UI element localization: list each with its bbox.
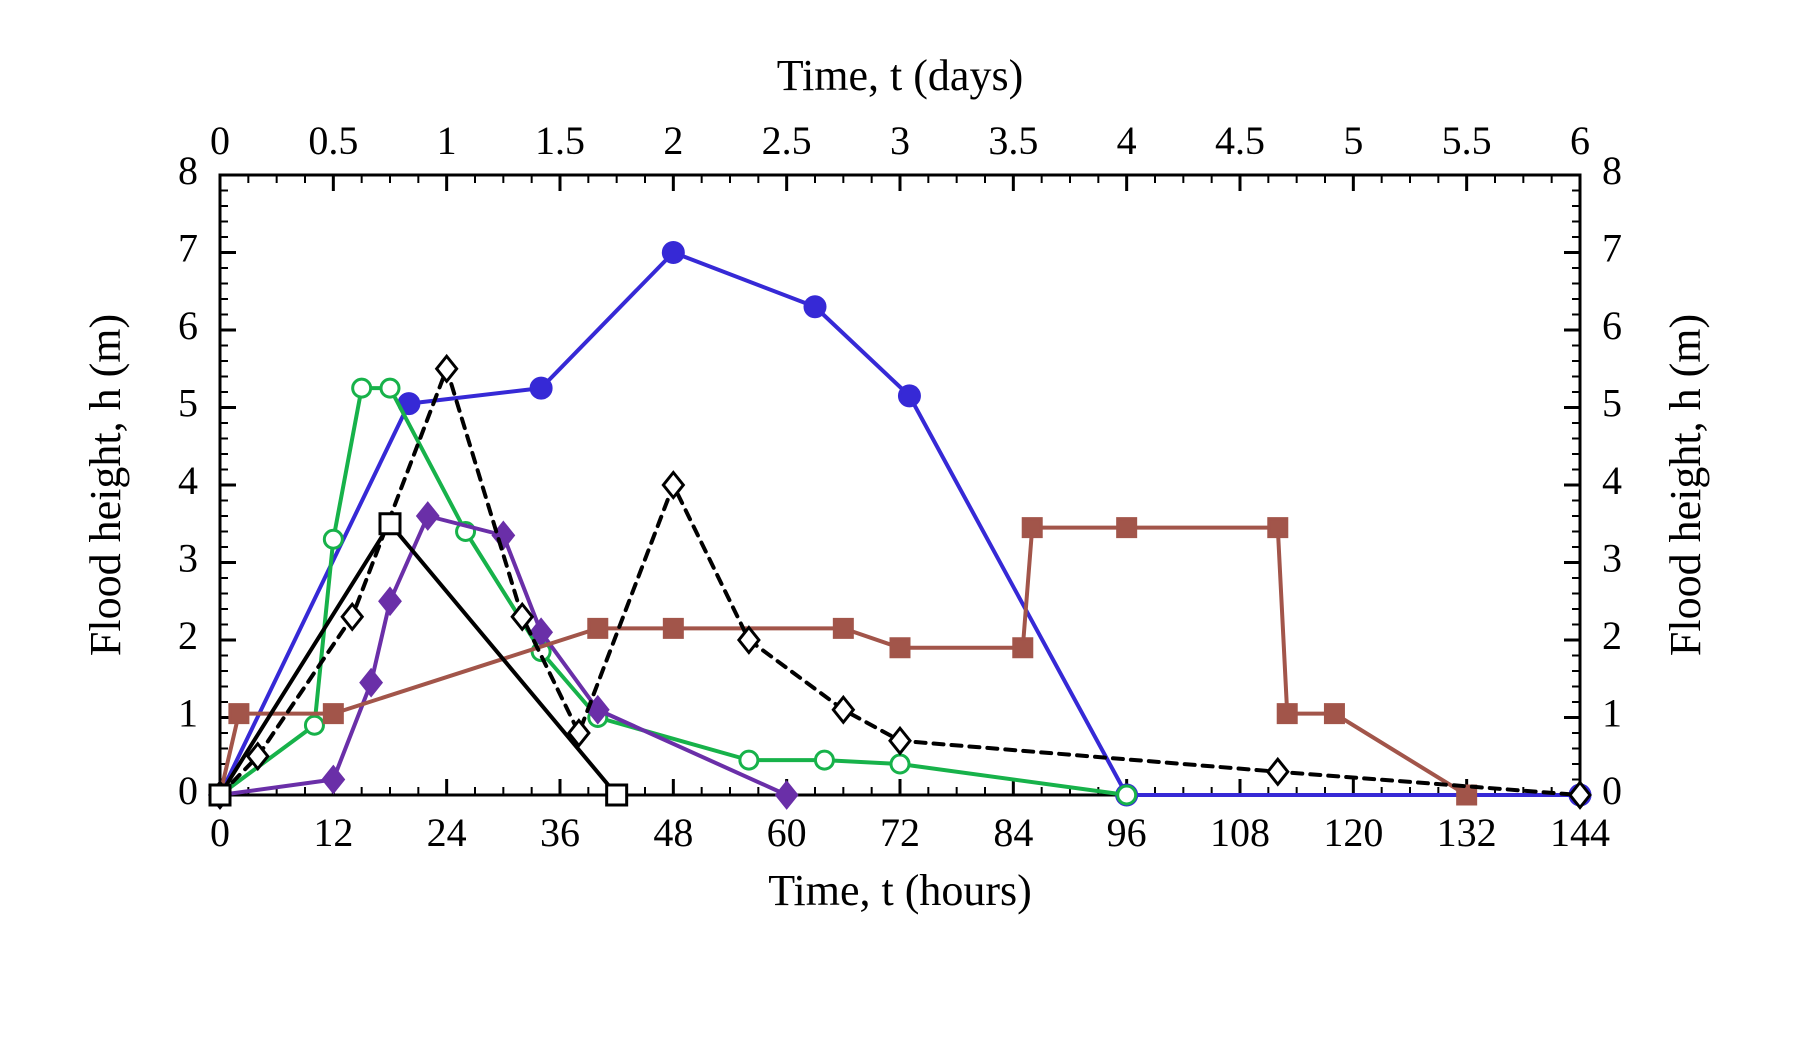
svg-text:5: 5	[178, 381, 198, 426]
svg-text:0: 0	[178, 768, 198, 813]
svg-text:0: 0	[1602, 768, 1622, 813]
svg-text:8: 8	[178, 148, 198, 193]
svg-text:Flood height, h (m): Flood height, h (m)	[81, 314, 130, 656]
svg-text:2: 2	[663, 118, 683, 163]
svg-text:8: 8	[1602, 148, 1622, 193]
svg-text:6: 6	[1602, 303, 1622, 348]
svg-text:84: 84	[993, 810, 1033, 855]
svg-text:48: 48	[653, 810, 693, 855]
svg-text:4: 4	[178, 458, 198, 503]
svg-text:2.5: 2.5	[762, 118, 812, 163]
chart-container: 01224364860728496108120132144Time, t (ho…	[0, 0, 1800, 1055]
flood-height-chart: 01224364860728496108120132144Time, t (ho…	[0, 0, 1800, 1055]
svg-text:1: 1	[178, 691, 198, 736]
svg-text:3: 3	[890, 118, 910, 163]
svg-text:0: 0	[210, 810, 230, 855]
svg-text:5: 5	[1602, 381, 1622, 426]
svg-text:12: 12	[313, 810, 353, 855]
svg-text:1: 1	[1602, 691, 1622, 736]
svg-text:5: 5	[1343, 118, 1363, 163]
svg-text:1.5: 1.5	[535, 118, 585, 163]
svg-text:132: 132	[1437, 810, 1497, 855]
svg-text:108: 108	[1210, 810, 1270, 855]
svg-text:4.5: 4.5	[1215, 118, 1265, 163]
svg-text:3.5: 3.5	[988, 118, 1038, 163]
svg-text:Time, t (days): Time, t (days)	[777, 51, 1024, 100]
svg-text:4: 4	[1602, 458, 1622, 503]
svg-text:24: 24	[427, 810, 467, 855]
svg-text:72: 72	[880, 810, 920, 855]
svg-text:6: 6	[178, 303, 198, 348]
svg-text:60: 60	[767, 810, 807, 855]
svg-text:96: 96	[1107, 810, 1147, 855]
svg-text:36: 36	[540, 810, 580, 855]
svg-text:120: 120	[1323, 810, 1383, 855]
svg-text:1: 1	[437, 118, 457, 163]
svg-text:0: 0	[210, 118, 230, 163]
svg-text:3: 3	[178, 536, 198, 581]
svg-text:6: 6	[1570, 118, 1590, 163]
svg-text:7: 7	[1602, 226, 1622, 271]
svg-text:7: 7	[178, 226, 198, 271]
svg-text:2: 2	[178, 613, 198, 658]
svg-text:2: 2	[1602, 613, 1622, 658]
svg-text:Flood height, h (m): Flood height, h (m)	[1661, 314, 1710, 656]
svg-text:Time, t (hours): Time, t (hours)	[768, 866, 1032, 915]
svg-text:5.5: 5.5	[1442, 118, 1492, 163]
svg-text:4: 4	[1117, 118, 1137, 163]
svg-text:0.5: 0.5	[308, 118, 358, 163]
svg-text:3: 3	[1602, 536, 1622, 581]
svg-text:144: 144	[1550, 810, 1610, 855]
